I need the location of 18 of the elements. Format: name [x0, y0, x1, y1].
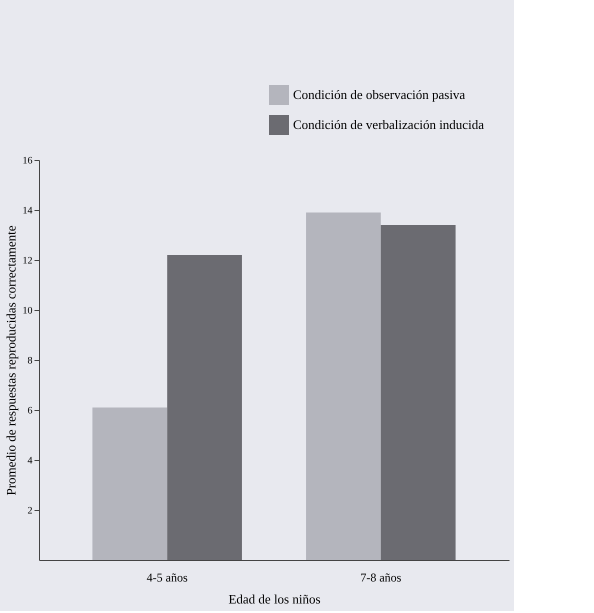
bar [92, 408, 168, 560]
y-tick-label: 14 [22, 206, 32, 216]
x-axis-title: Edad de los niños [228, 592, 321, 606]
x-tick-label: 4-5 años [146, 570, 188, 584]
y-tick-label: 2 [28, 506, 32, 516]
legend-label: Condición de observación pasiva [293, 87, 466, 102]
bar [380, 225, 456, 560]
legend-label: Condición de verbalización inducida [293, 117, 484, 132]
y-tick-label: 4 [28, 456, 32, 466]
bar [306, 212, 381, 560]
y-tick-label: 16 [22, 156, 32, 166]
y-axis-title: Promedio de respuestas reproducidas correctamente [4, 225, 18, 496]
y-tick-label: 10 [22, 306, 32, 316]
y-tick-label: 12 [22, 256, 32, 266]
y-tick-label: 6 [28, 406, 32, 416]
x-tick-label: 7-8 años [360, 570, 402, 584]
y-tick-label: 8 [28, 356, 32, 366]
bar [167, 255, 242, 560]
